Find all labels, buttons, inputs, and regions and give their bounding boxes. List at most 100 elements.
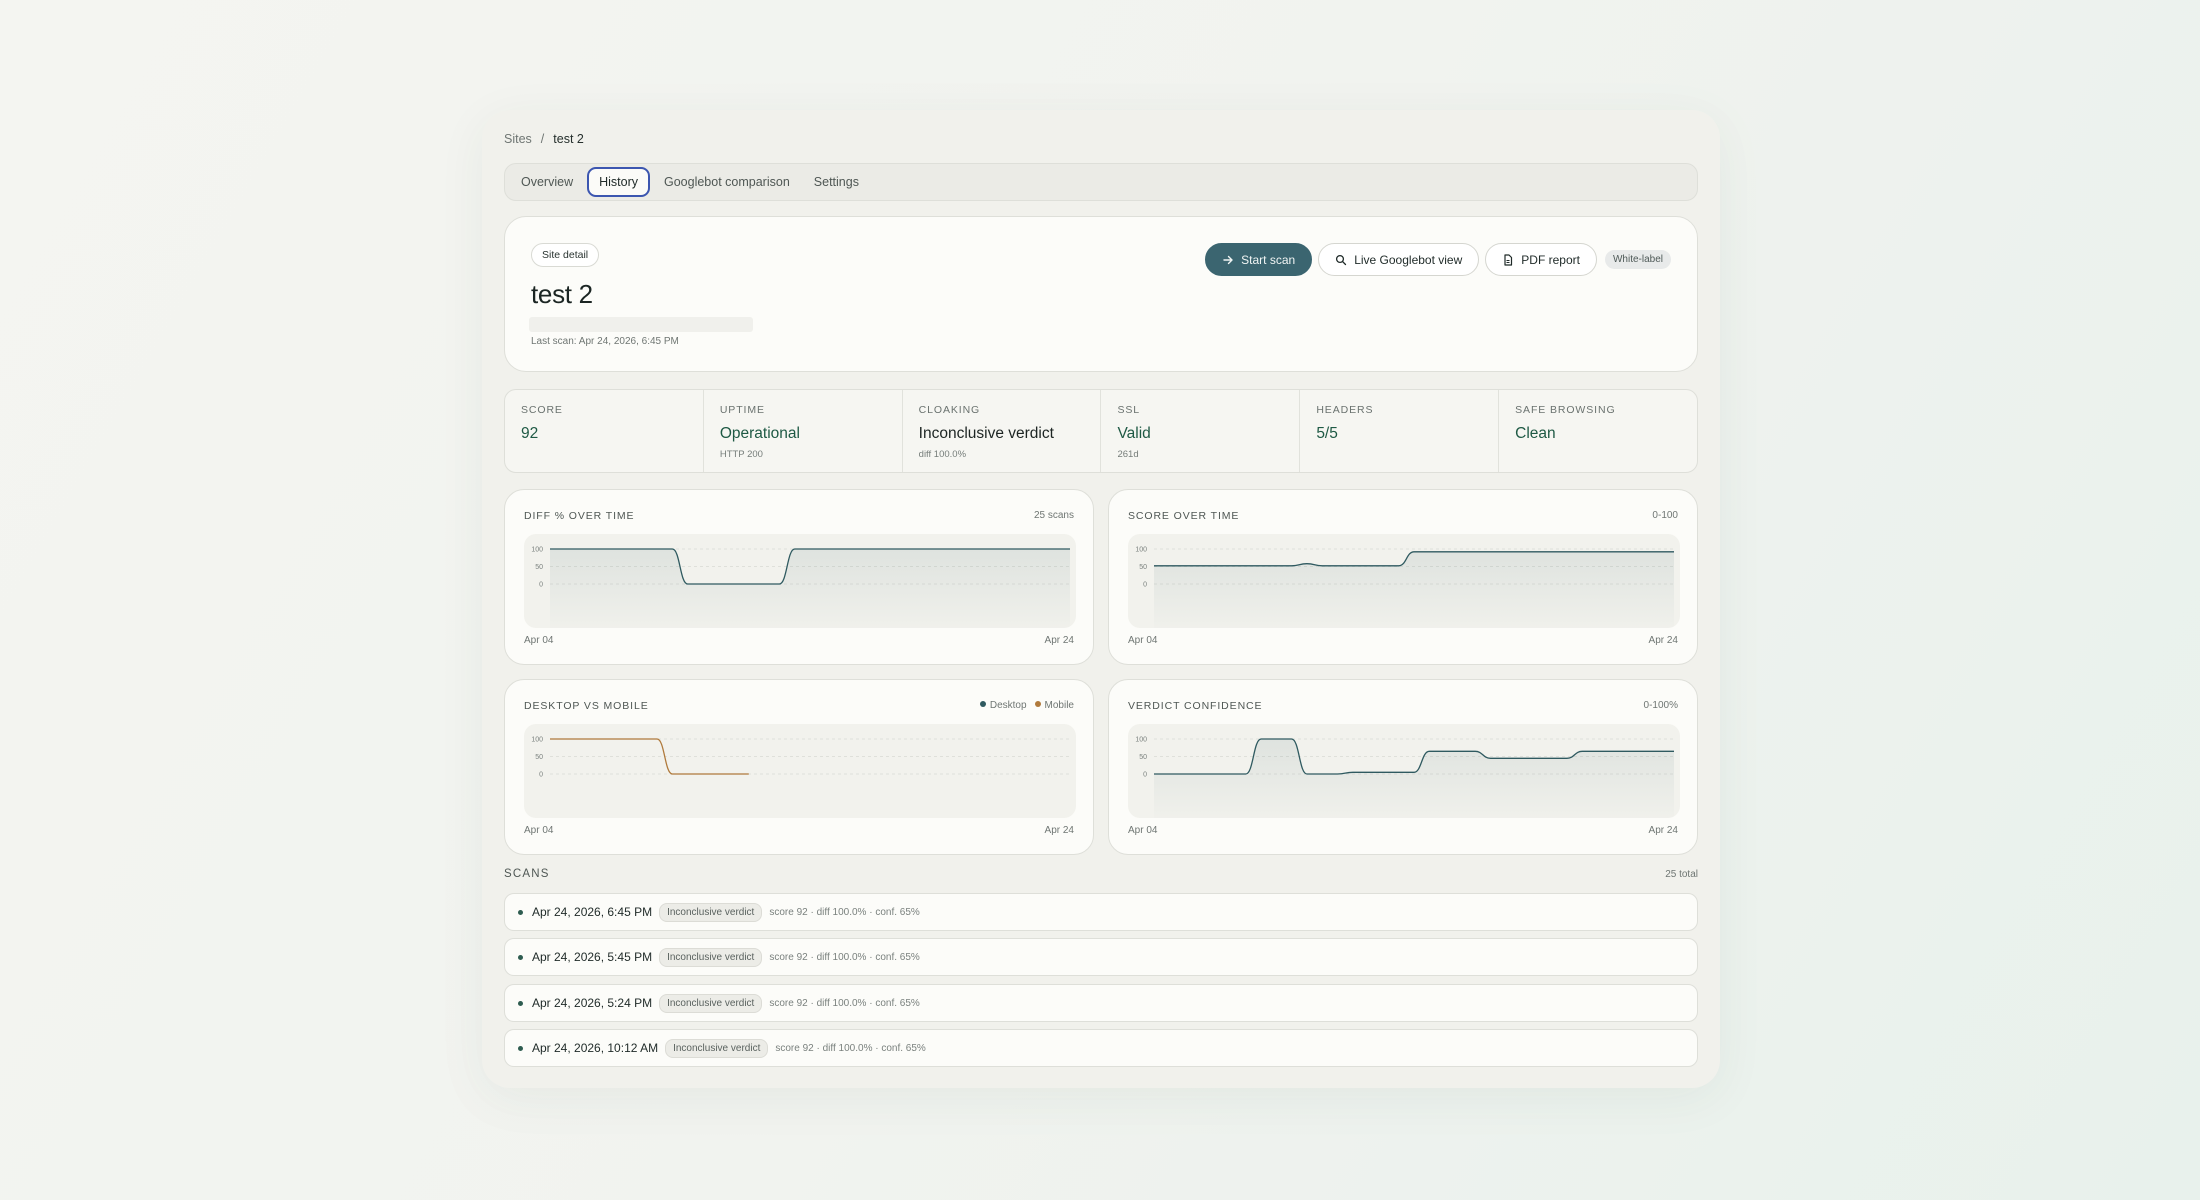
- stat-label: SAFE BROWSING: [1515, 404, 1616, 416]
- scan-time: Apr 24, 2026, 6:45 PM: [532, 905, 653, 919]
- y-tick-label: 50: [535, 754, 543, 761]
- pdf-report-label: PDF report: [1521, 252, 1580, 267]
- tab-history[interactable]: History: [587, 167, 650, 197]
- stat-label: CLOAKING: [918, 404, 981, 416]
- stat-value: 92: [521, 425, 539, 442]
- y-tick-label: 0: [539, 582, 543, 589]
- series-area: [550, 549, 1070, 628]
- chart-title: DIFF % OVER TIME: [524, 510, 635, 522]
- tab-overview[interactable]: Overview: [521, 175, 574, 189]
- chart-meta: 0-100: [1652, 510, 1678, 521]
- header-actions: Start scan Live Googlebot view PDF repor…: [1205, 243, 1671, 276]
- y-tick-label: 100: [531, 547, 543, 554]
- x-axis-end: Apr 24: [1648, 825, 1678, 836]
- x-axis-end: Apr 24: [1044, 635, 1074, 646]
- x-axis-end: Apr 24: [1648, 635, 1678, 646]
- chart-legend: Desktop Mobile: [979, 700, 1074, 711]
- x-axis-start: Apr 04: [524, 635, 554, 646]
- series-line-main: [550, 548, 1070, 585]
- y-tick-label: 50: [535, 564, 543, 571]
- x-axis-start: Apr 04: [1128, 635, 1158, 646]
- diff-over-time-chart: 100 50 0: [531, 547, 1070, 628]
- scans-title: SCANS: [504, 868, 550, 880]
- desktop-vs-mobile-card: DESKTOP VS MOBILE Desktop Mobile 100 50 0 …: [504, 679, 1094, 855]
- diff-over-time-plot: 100 50 0: [524, 534, 1076, 628]
- verdict-confidence-chart: 100 50 0: [1135, 737, 1674, 818]
- chart-title: VERDICT CONFIDENCE: [1128, 700, 1263, 712]
- y-tick-label: 50: [1139, 754, 1147, 761]
- chart-title: SCORE OVER TIME: [1128, 510, 1240, 522]
- y-tick-label: 0: [1143, 772, 1147, 779]
- scan-time: Apr 24, 2026, 5:24 PM: [532, 996, 653, 1010]
- stat-label: SSL: [1117, 404, 1141, 416]
- stat-label: UPTIME: [719, 404, 765, 416]
- desktop-vs-mobile-plot: 100 50 0: [524, 724, 1076, 818]
- legend-desktop: Desktop: [979, 700, 1027, 711]
- document-icon: [1504, 253, 1513, 266]
- white-label-badge: White-label: [1604, 250, 1671, 269]
- y-tick-label: 100: [1135, 737, 1147, 744]
- y-tick-label: 50: [1139, 564, 1147, 571]
- x-axis-start: Apr 04: [1128, 825, 1158, 836]
- app-shell: Sites / test 2 Overview History Googlebo…: [482, 110, 1720, 1088]
- scans-total: 25 total: [1665, 869, 1698, 880]
- stat-label: HEADERS: [1316, 404, 1374, 416]
- x-axis-end: Apr 24: [1044, 825, 1074, 836]
- series-line-main: [1154, 738, 1674, 775]
- live-googlebot-view-button[interactable]: Live Googlebot view: [1318, 243, 1480, 276]
- diff-over-time-card: DIFF % OVER TIME 25 scans 100 50 0 Apr 04 …: [504, 489, 1094, 665]
- status-dot-icon: [518, 954, 523, 960]
- breadcrumb-separator: /: [540, 132, 545, 146]
- verdict-badge: Inconclusive verdict: [659, 947, 763, 967]
- site-detail-chip: Site detail: [531, 243, 600, 267]
- scan-time: Apr 24, 2026, 10:12 AM: [532, 1041, 659, 1055]
- scan-row[interactable]: Apr 24, 2026, 6:45 PM Inconclusive verdi…: [504, 893, 1698, 931]
- chart-title: DESKTOP VS MOBILE: [524, 700, 649, 712]
- x-axis-start: Apr 04: [524, 825, 554, 836]
- desktop-vs-mobile-chart: 100 50 0: [531, 737, 1070, 779]
- stat-safe-browsing: SAFE BROWSING Clean: [1499, 390, 1697, 472]
- legend-mobile-label: Mobile: [1044, 700, 1074, 711]
- scan-row[interactable]: Apr 24, 2026, 10:12 AM Inconclusive verd…: [504, 1029, 1698, 1067]
- tab-bar: Overview History Googlebot comparison Se…: [504, 163, 1698, 201]
- legend-dot-desktop: [979, 701, 986, 707]
- live-googlebot-view-label: Live Googlebot view: [1354, 252, 1463, 267]
- scan-meta: score 92 · diff 100.0% · conf. 65%: [775, 1042, 926, 1054]
- stat-score: SCORE 92: [505, 390, 704, 472]
- stat-value: Operational: [719, 425, 800, 442]
- y-tick-label: 0: [1143, 582, 1147, 589]
- status-dot-icon: [518, 909, 523, 915]
- stats-strip: SCORE 92 UPTIME Operational HTTP 200 CLO…: [504, 389, 1698, 473]
- stat-headers: HEADERS 5/5: [1300, 390, 1500, 472]
- legend-dot-mobile: [1034, 701, 1041, 707]
- stat-uptime: UPTIME Operational HTTP 200: [704, 390, 903, 472]
- series-line-main: [1154, 551, 1674, 567]
- scan-row[interactable]: Apr 24, 2026, 5:45 PM Inconclusive verdi…: [504, 938, 1698, 976]
- page-title: test 2: [531, 279, 593, 309]
- stat-value: 5/5: [1316, 425, 1338, 442]
- score-over-time-plot: 100 50 0: [1128, 534, 1680, 628]
- stat-value: Clean: [1515, 425, 1556, 442]
- arrow-right-icon: [1223, 255, 1233, 264]
- chart-meta: 25 scans: [1033, 510, 1074, 521]
- tab-googlebot-comparison[interactable]: Googlebot comparison: [664, 175, 790, 189]
- pdf-report-button[interactable]: PDF report: [1485, 243, 1597, 276]
- stat-label: SCORE: [521, 404, 563, 416]
- scan-row[interactable]: Apr 24, 2026, 5:24 PM Inconclusive verdi…: [504, 984, 1698, 1022]
- scan-meta: score 92 · diff 100.0% · conf. 65%: [769, 906, 920, 918]
- verdict-badge: Inconclusive verdict: [659, 993, 763, 1013]
- verdict-confidence-card: VERDICT CONFIDENCE 0-100% 100 50 0 Apr 04 …: [1108, 679, 1698, 855]
- stat-value: Inconclusive verdict: [918, 425, 1054, 442]
- start-scan-label: Start scan: [1241, 252, 1296, 267]
- stat-sub: diff 100.0%: [918, 449, 967, 460]
- status-dot-icon: [518, 1045, 523, 1051]
- y-tick-label: 0: [539, 772, 543, 779]
- stat-value: Valid: [1117, 425, 1151, 442]
- verdict-badge: Inconclusive verdict: [659, 902, 763, 922]
- breadcrumb-sites[interactable]: Sites: [504, 132, 532, 146]
- start-scan-button[interactable]: Start scan: [1205, 243, 1313, 276]
- stat-cloaking: CLOAKING Inconclusive verdict diff 100.0…: [903, 390, 1102, 472]
- tab-settings[interactable]: Settings: [813, 175, 859, 189]
- status-dot-icon: [518, 1000, 523, 1006]
- series-area: [1154, 551, 1674, 628]
